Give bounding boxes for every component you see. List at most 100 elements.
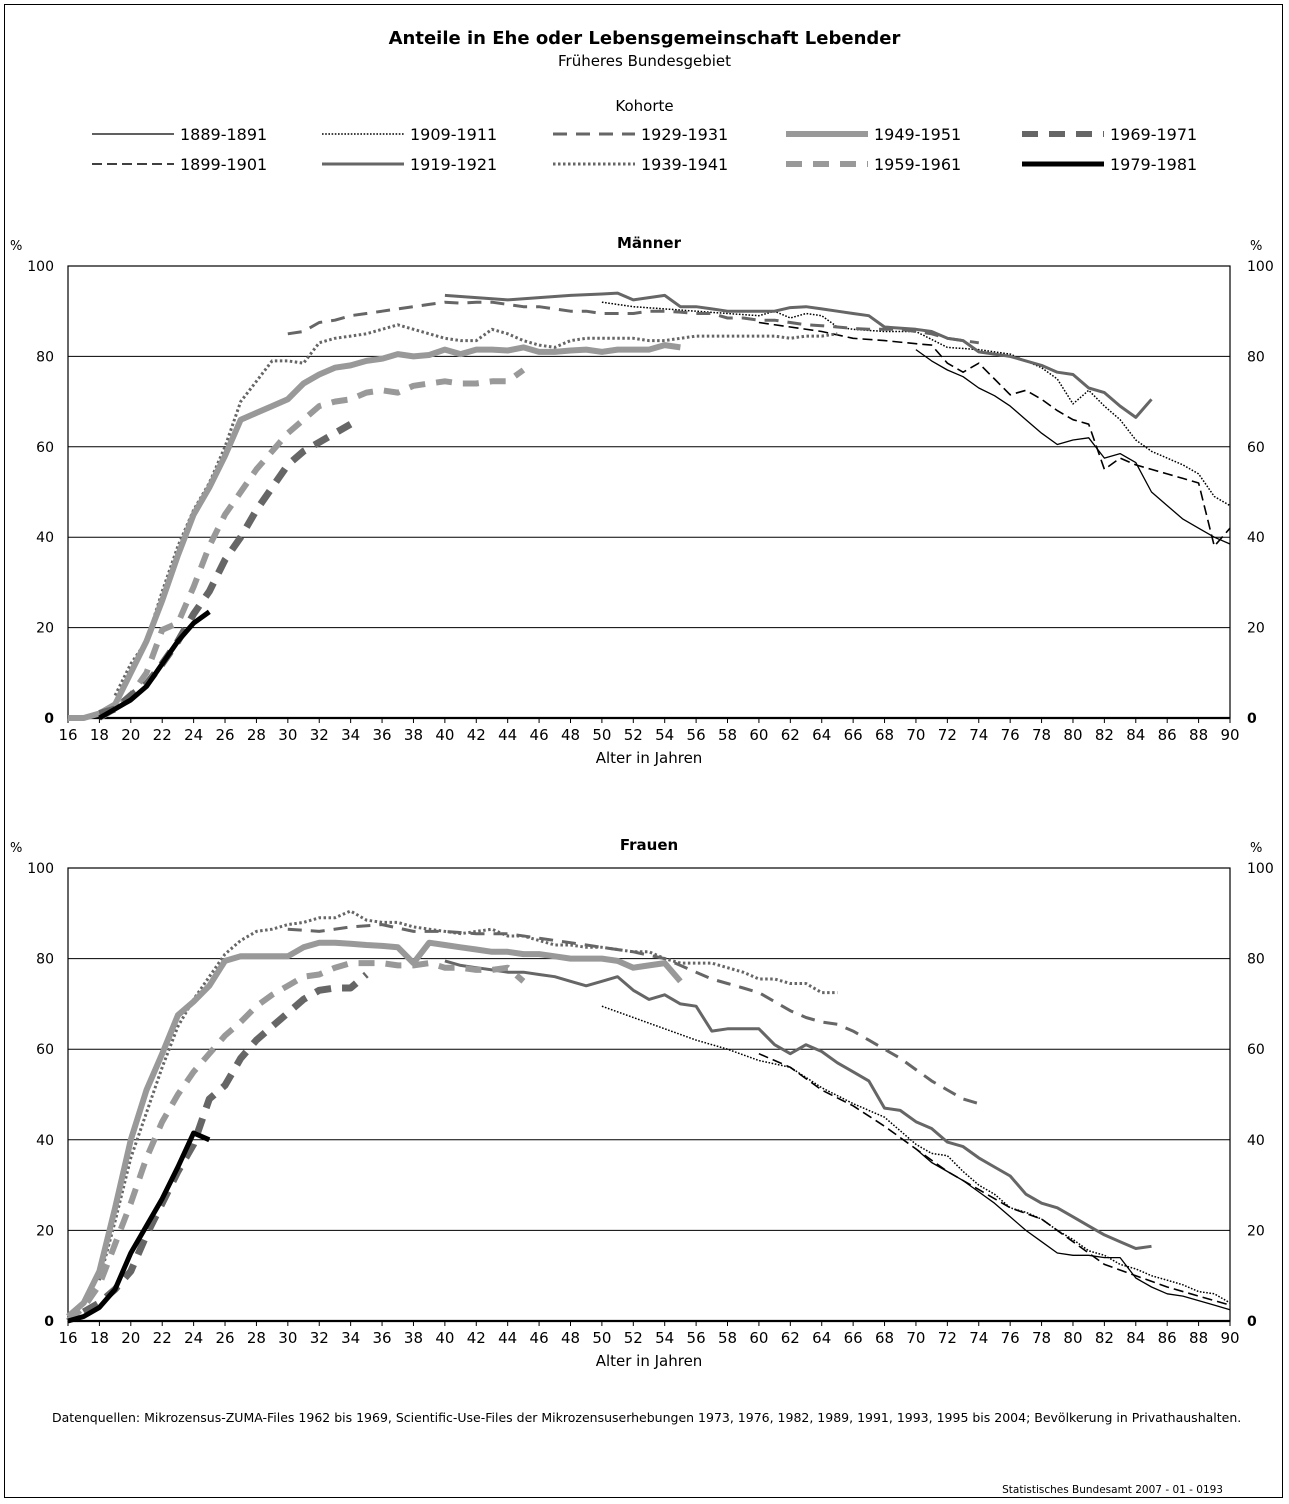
x-tick-label: 66 — [844, 1329, 863, 1347]
x-tick-label: 42 — [467, 726, 486, 744]
x-tick-label: 60 — [749, 726, 768, 744]
credit-line: Statistisches Bundesamt 2007 - 01 - 0193 — [1002, 1484, 1223, 1496]
series-line-1889-1891 — [915, 349, 1231, 545]
x-tick-label: 16 — [58, 726, 77, 744]
legend-label-1919-1921: 1919-1921 — [410, 155, 497, 174]
x-tick-label: 88 — [1189, 726, 1208, 744]
y-tick-label-left: 80 — [36, 349, 54, 365]
x-tick-label: 74 — [969, 726, 988, 744]
x-tick-label: 76 — [1001, 726, 1020, 744]
x-tick-label: 54 — [655, 1329, 674, 1347]
legend-label-1959-1961: 1959-1961 — [874, 155, 961, 174]
x-axis-label: Alter in Jahren — [596, 749, 703, 767]
legend-label-1969-1971: 1969-1971 — [1110, 125, 1197, 144]
x-tick-label: 32 — [310, 1329, 329, 1347]
x-tick-label: 90 — [1220, 1329, 1239, 1347]
y-tick-label-left: 60 — [36, 440, 54, 456]
x-tick-label: 52 — [624, 1329, 643, 1347]
x-tick-label: 76 — [1001, 1329, 1020, 1347]
series-line-1979-1981 — [67, 1130, 211, 1324]
y-tick-label-left: 0 — [44, 1314, 54, 1330]
series-line-1939-1941 — [113, 323, 838, 697]
x-tick-label: 68 — [875, 1329, 894, 1347]
footnote: Datenquellen: Mikrozensus-ZUMA-Files 196… — [52, 1410, 1242, 1425]
series-line-1949-1951 — [66, 939, 683, 1319]
chart-frame — [4, 4, 1283, 1498]
plot-area — [67, 867, 1231, 1322]
x-tick-label: 24 — [184, 726, 203, 744]
x-tick-label: 90 — [1220, 726, 1239, 744]
x-tick-label: 30 — [278, 1329, 297, 1347]
chart-title: Anteile in Ehe oder Lebensgemeinschaft L… — [388, 28, 901, 49]
x-tick-label: 52 — [624, 726, 643, 744]
x-tick-label: 70 — [906, 726, 925, 744]
series-line-1909-1911 — [601, 301, 1231, 507]
series-line-1919-1921 — [444, 959, 1152, 1250]
series-line-1909-1911 — [601, 1005, 1231, 1304]
y-tick-label-right: 100 — [1247, 259, 1274, 275]
series-line-1959-1961 — [66, 960, 526, 1324]
x-tick-label: 42 — [467, 1329, 486, 1347]
legend-label-1979-1981: 1979-1981 — [1110, 155, 1197, 174]
y-tick-label-left: 80 — [36, 952, 54, 968]
y-tick-label-right: 40 — [1247, 1133, 1265, 1149]
x-tick-label: 84 — [1126, 726, 1145, 744]
series-line-1969-1971 — [98, 421, 353, 717]
x-tick-label: 64 — [812, 1329, 831, 1347]
x-tick-label: 80 — [1063, 726, 1082, 744]
x-tick-label: 82 — [1095, 1329, 1114, 1347]
x-tick-label: 46 — [530, 726, 549, 744]
series-line-1959-1961 — [97, 367, 526, 721]
x-tick-label: 28 — [247, 726, 266, 744]
y-tick-label-left: 20 — [36, 621, 54, 637]
x-tick-label: 48 — [561, 1329, 580, 1347]
y-tick-label-left: 40 — [36, 1133, 54, 1149]
x-tick-label: 38 — [404, 726, 423, 744]
legend-label-1889-1891: 1889-1891 — [180, 125, 267, 144]
x-tick-label: 88 — [1189, 1329, 1208, 1347]
x-tick-label: 30 — [278, 726, 297, 744]
x-tick-label: 44 — [498, 726, 517, 744]
x-tick-label: 44 — [498, 1329, 517, 1347]
legend-label-1939-1941: 1939-1941 — [641, 155, 728, 174]
x-tick-label: 62 — [781, 1329, 800, 1347]
y-tick-label-left: 0 — [44, 711, 54, 727]
y-tick-label-left: 20 — [36, 1223, 54, 1239]
x-tick-label: 56 — [687, 726, 706, 744]
series-line-1929-1931 — [287, 300, 980, 345]
x-tick-label: 84 — [1126, 1329, 1145, 1347]
y-tick-label-left: 100 — [27, 861, 54, 877]
x-tick-label: 62 — [781, 726, 800, 744]
x-tick-label: 82 — [1095, 726, 1114, 744]
x-tick-label: 54 — [655, 726, 674, 744]
y-tick-label-right: 0 — [1247, 1314, 1257, 1330]
y-tick-label-left: 60 — [36, 1042, 54, 1058]
x-tick-label: 86 — [1158, 726, 1177, 744]
x-tick-label: 58 — [718, 726, 737, 744]
x-tick-label: 40 — [435, 1329, 454, 1347]
x-tick-label: 68 — [875, 726, 894, 744]
legend-label-1929-1931: 1929-1931 — [641, 125, 728, 144]
legend-label-1949-1951: 1949-1951 — [874, 125, 961, 144]
x-tick-label: 64 — [812, 726, 831, 744]
x-tick-label: 48 — [561, 726, 580, 744]
x-tick-label: 78 — [1032, 1329, 1051, 1347]
legend-label-1899-1901: 1899-1901 — [180, 155, 267, 174]
y-tick-label-right: 20 — [1247, 1223, 1265, 1239]
series-line-1969-1971 — [81, 971, 369, 1315]
x-tick-label: 74 — [969, 1329, 988, 1347]
x-tick-label: 40 — [435, 726, 454, 744]
x-tick-label: 38 — [404, 1329, 423, 1347]
y-tick-label-left: 100 — [27, 259, 54, 275]
x-tick-label: 56 — [687, 1329, 706, 1347]
y-axis-unit-left: % — [10, 841, 22, 856]
x-tick-label: 16 — [58, 1329, 77, 1347]
x-tick-label: 50 — [592, 726, 611, 744]
panel-title: Frauen — [620, 836, 678, 854]
y-tick-label-right: 60 — [1247, 440, 1265, 456]
chart-subtitle: Früheres Bundesgebiet — [557, 52, 731, 70]
x-tick-label: 22 — [153, 1329, 172, 1347]
y-tick-label-right: 20 — [1247, 621, 1265, 637]
series-line-1899-1901 — [758, 1052, 1231, 1306]
